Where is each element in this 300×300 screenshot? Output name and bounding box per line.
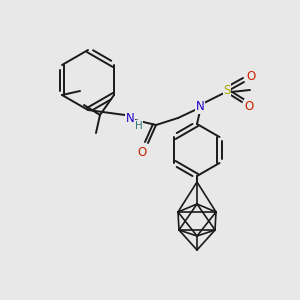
Text: O: O [137, 146, 147, 158]
Text: N: N [126, 112, 134, 124]
Text: O: O [244, 100, 253, 112]
Text: O: O [246, 70, 256, 83]
Text: N: N [196, 100, 204, 113]
Text: H: H [135, 121, 143, 131]
Text: S: S [223, 83, 231, 97]
